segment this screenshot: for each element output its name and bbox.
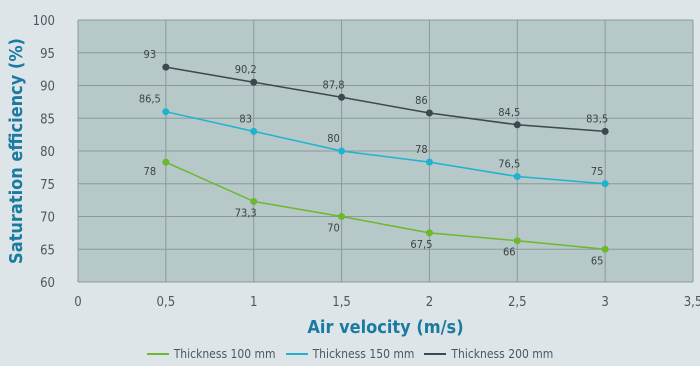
data-point (338, 94, 345, 101)
legend-label: Thickness 100 mm (174, 347, 276, 361)
y-tick-label: 70 (40, 211, 55, 226)
y-tick-label: 60 (40, 276, 55, 291)
data-label: 83 (239, 112, 252, 125)
y-tick-label: 75 (40, 178, 55, 193)
data-point (514, 237, 521, 244)
y-tick-label: 90 (40, 80, 55, 95)
y-axis-title: Saturation efficiency (%) (6, 38, 27, 264)
x-tick-label: 0 (74, 295, 81, 310)
legend-item: Thickness 150 mm (286, 347, 415, 361)
data-label: 86,5 (139, 93, 161, 106)
y-tick-label: 65 (40, 243, 55, 258)
data-point (602, 128, 609, 135)
legend-item: Thickness 200 mm (424, 347, 553, 361)
y-tick-label: 85 (40, 112, 55, 127)
x-tick-label: 2 (426, 295, 433, 310)
data-point (338, 213, 345, 220)
data-label: 65 (591, 254, 604, 267)
data-point (250, 79, 257, 86)
legend-swatch (147, 353, 169, 355)
data-point (426, 110, 433, 117)
data-label: 93 (144, 48, 157, 61)
data-point (338, 148, 345, 155)
data-point (162, 159, 169, 166)
y-tick-label: 95 (40, 47, 55, 62)
data-point (426, 159, 433, 166)
data-label: 78 (415, 143, 428, 156)
data-point (162, 64, 169, 71)
data-point (602, 180, 609, 187)
data-point (602, 246, 609, 253)
data-label: 87,8 (323, 78, 345, 91)
data-label: 76,5 (498, 158, 520, 171)
x-axis-ticks: 0 0,5 1 1,5 2 2,5 3 3,5 (74, 295, 700, 310)
data-label: 83,5 (586, 112, 608, 125)
y-axis-ticks: 60 65 70 75 80 85 90 95 100 (33, 14, 55, 291)
data-label: 73,3 (235, 206, 257, 219)
legend: Thickness 100 mm Thickness 150 mm Thicknes… (0, 345, 700, 363)
data-label: 78 (144, 165, 157, 178)
data-label: 67,5 (410, 238, 432, 251)
data-point (426, 229, 433, 236)
data-point (162, 108, 169, 115)
data-point (250, 128, 257, 135)
x-tick-label: 1,5 (332, 295, 351, 310)
x-tick-label: 2,5 (508, 295, 527, 310)
line-chart: 0 0,5 1 1,5 2 2,5 3 3,5 60 65 70 75 80 85 90 95 100 78 7… (0, 0, 700, 345)
data-point (250, 198, 257, 205)
legend-swatch (424, 353, 446, 355)
x-tick-label: 1 (250, 295, 257, 310)
y-tick-label: 100 (33, 14, 55, 29)
data-label: 70 (327, 222, 340, 235)
data-label: 80 (327, 132, 340, 145)
data-point (514, 121, 521, 128)
data-point (514, 173, 521, 180)
x-tick-label: 3 (601, 295, 608, 310)
legend-label: Thickness 150 mm (313, 347, 415, 361)
data-label: 86 (415, 94, 428, 107)
x-axis-title: Air velocity (m/s) (307, 317, 463, 338)
data-label: 90,2 (235, 63, 257, 76)
data-label: 75 (591, 165, 604, 178)
y-tick-label: 80 (40, 145, 55, 160)
x-tick-label: 3,5 (684, 295, 700, 310)
x-tick-label: 0,5 (157, 295, 176, 310)
data-label: 84,5 (498, 106, 520, 119)
legend-swatch (286, 353, 308, 355)
legend-label: Thickness 200 mm (451, 347, 553, 361)
data-label: 66 (503, 246, 516, 259)
legend-item: Thickness 100 mm (147, 347, 276, 361)
